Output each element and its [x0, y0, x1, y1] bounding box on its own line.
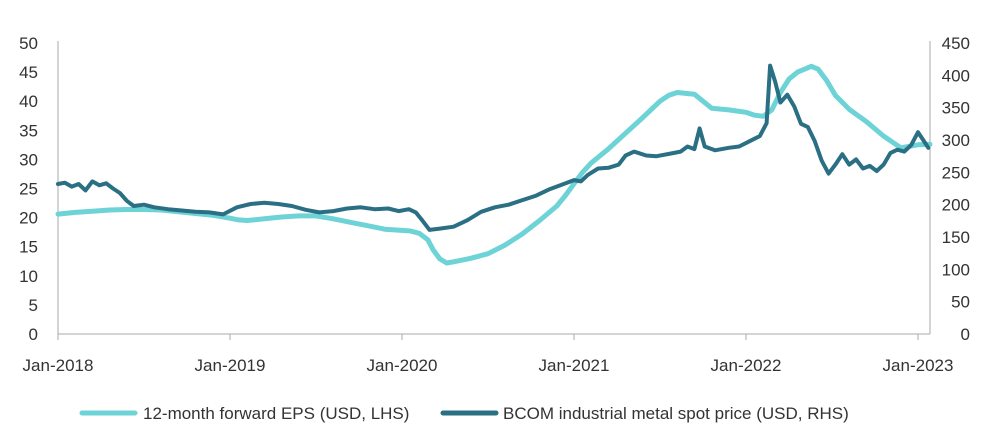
x-tick-label-2: Jan-2020	[367, 356, 438, 375]
left-tick-label-45: 45	[19, 63, 38, 82]
left-tick-label-30: 30	[19, 150, 38, 169]
x-tick-label-0: Jan-2018	[23, 356, 94, 375]
series-group	[55, 63, 933, 266]
right-tick-label-300: 300	[942, 131, 970, 150]
series-line-bcom	[56, 63, 931, 232]
legend-label-bcom: BCOM industrial metal spot price (USD, R…	[503, 404, 849, 423]
left-tick-label-5: 5	[29, 296, 38, 315]
right-tick-label-0: 0	[961, 325, 970, 344]
axes-group	[57, 41, 931, 335]
x-tick-label-3: Jan-2021	[539, 356, 610, 375]
left-tick-label-15: 15	[19, 238, 38, 257]
series-line-eps	[55, 63, 933, 266]
left-tick-label-50: 50	[19, 34, 38, 53]
left-tick-label-20: 20	[19, 209, 38, 228]
left-axis-ticks: 0 5 10 15 20 25 30 35 40 45 50	[19, 34, 38, 344]
right-tick-label-100: 100	[942, 260, 970, 279]
left-tick-label-10: 10	[19, 267, 38, 286]
left-tick-label-35: 35	[19, 121, 38, 140]
legend: 12-month forward EPS (USD, LHS) BCOM ind…	[79, 404, 849, 423]
right-tick-label-250: 250	[942, 163, 970, 182]
legend-label-eps: 12-month forward EPS (USD, LHS)	[143, 404, 409, 423]
x-tick-label-1: Jan-2019	[195, 356, 266, 375]
right-tick-label-150: 150	[942, 228, 970, 247]
x-axis-ticks: Jan-2018 Jan-2019 Jan-2020 Jan-2021 Jan-2022…	[23, 334, 954, 375]
x-tick-label-5: Jan-2023	[883, 356, 954, 375]
right-tick-label-200: 200	[942, 196, 970, 215]
left-tick-label-25: 25	[19, 180, 38, 199]
right-tick-label-400: 400	[942, 66, 970, 85]
right-tick-label-350: 350	[942, 99, 970, 118]
left-tick-label-40: 40	[19, 92, 38, 111]
right-tick-label-50: 50	[951, 293, 970, 312]
x-tick-label-4: Jan-2022	[711, 356, 782, 375]
left-tick-label-0: 0	[29, 325, 38, 344]
right-tick-label-450: 450	[942, 34, 970, 53]
right-axis-ticks: 0 50 100 150 200 250 300 350 400 450	[942, 34, 970, 344]
